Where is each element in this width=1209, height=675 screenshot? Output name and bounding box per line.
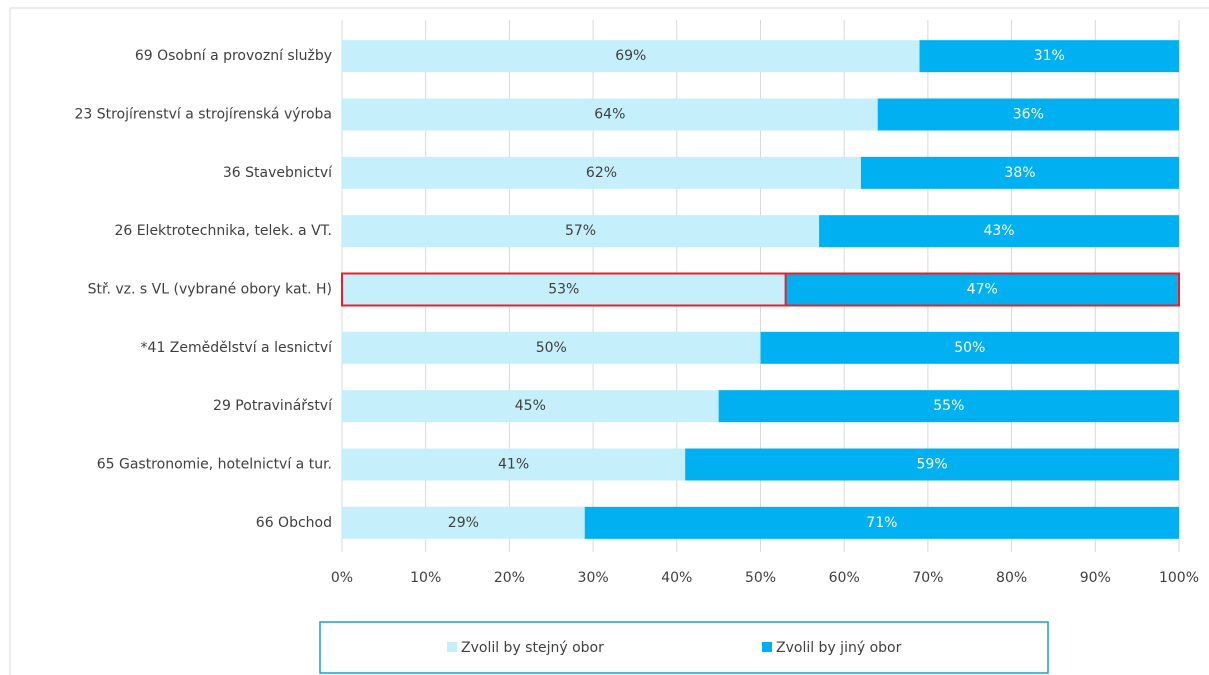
x-tick-label: 20%: [494, 570, 525, 586]
bar-segment: [718, 390, 1179, 423]
y-tick-label: 69 Osobní a provozní služby: [135, 48, 332, 64]
bar-segment: [342, 98, 878, 131]
x-tick-label: 80%: [996, 570, 1027, 586]
data-label: 53%: [548, 282, 579, 298]
highlight-outline: [341, 272, 1180, 307]
bar-segment: [584, 506, 1179, 539]
data-label: 29%: [448, 515, 479, 531]
bar-segment: [342, 215, 820, 248]
bar-segment: [342, 506, 585, 539]
data-label: 43%: [983, 223, 1014, 239]
bar-segment: [342, 390, 719, 423]
bar-segment: [877, 98, 1179, 131]
data-label: 50%: [954, 340, 985, 356]
bar-segment: [785, 273, 1179, 306]
bar-segment: [342, 156, 861, 189]
y-tick-label: 66 Obchod: [256, 515, 332, 531]
y-tick-label: 26 Elektrotechnika, telek. a VT.: [114, 223, 332, 239]
x-tick-label: 10%: [410, 570, 441, 586]
legend-swatch: [447, 642, 457, 652]
data-label: 71%: [866, 515, 897, 531]
data-label: 47%: [967, 282, 998, 298]
data-label: 55%: [933, 398, 964, 414]
x-tick-label: 100%: [1159, 570, 1199, 586]
data-label: 59%: [917, 457, 948, 473]
data-label: 36%: [1013, 107, 1044, 123]
data-label: 50%: [536, 340, 567, 356]
chart-border: [9, 7, 1209, 675]
y-tick-label: Stř. vz. s VL (vybrané obory kat. H): [88, 282, 332, 298]
legend-swatch: [762, 642, 772, 652]
y-tick-label: 29 Potravinářství: [213, 398, 333, 414]
y-tick-label: *41 Zemědělství a lesnictví: [141, 340, 334, 356]
bar-segment: [860, 156, 1179, 189]
x-tick-label: 50%: [745, 570, 776, 586]
bar-segment: [819, 215, 1179, 248]
bar-segment: [342, 448, 686, 481]
y-tick-label: 23 Strojírenství a strojírenská výroba: [74, 107, 332, 123]
x-tick-label: 70%: [912, 570, 943, 586]
bar-segment: [342, 331, 761, 364]
legend-box: [319, 621, 1049, 674]
y-tick-label: 36 Stavebnictví: [223, 165, 333, 181]
bar-segment: [760, 331, 1179, 364]
y-tick-label: 65 Gastronomie, hotelnictví a tur.: [97, 457, 332, 473]
data-label: 31%: [1034, 48, 1065, 64]
x-tick-label: 40%: [661, 570, 692, 586]
x-tick-label: 90%: [1080, 570, 1111, 586]
data-label: 38%: [1004, 165, 1035, 181]
legend-label: Zvolil by stejný obor: [461, 640, 604, 656]
data-label: 64%: [594, 107, 625, 123]
x-tick-label: 0%: [331, 570, 353, 586]
x-tick-label: 30%: [578, 570, 609, 586]
legend-label: Zvolil by jiný obor: [776, 640, 902, 656]
bar-segment: [685, 448, 1179, 481]
data-label: 69%: [615, 48, 646, 64]
data-label: 62%: [586, 165, 617, 181]
x-tick-label: 60%: [829, 570, 860, 586]
data-label: 41%: [498, 457, 529, 473]
bar-segment: [919, 40, 1179, 73]
data-label: 45%: [515, 398, 546, 414]
bar-segment: [342, 273, 786, 306]
bar-segment: [342, 40, 920, 73]
data-label: 57%: [565, 223, 596, 239]
